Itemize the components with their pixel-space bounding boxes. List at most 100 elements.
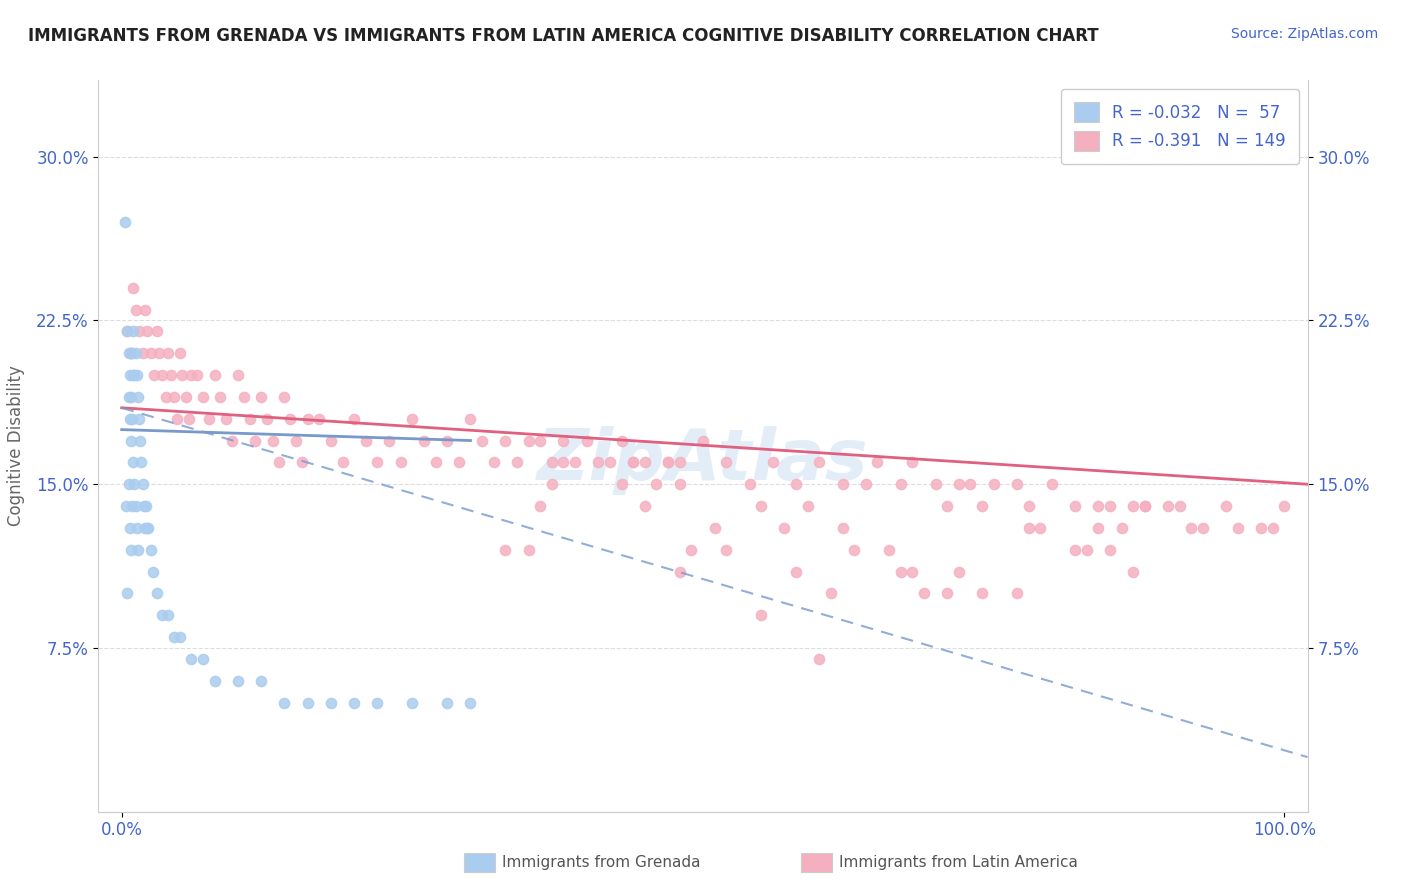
Point xyxy=(163,390,186,404)
Point xyxy=(297,696,319,710)
Point xyxy=(124,368,146,382)
Legend: R = -0.032   N =  57, R = -0.391   N = 149: R = -0.032 N = 57, R = -0.391 N = 149 xyxy=(1060,88,1299,164)
Point xyxy=(447,455,470,469)
Point xyxy=(139,346,162,360)
Point xyxy=(1192,521,1215,535)
Point xyxy=(120,346,142,360)
Point xyxy=(692,434,714,448)
Point xyxy=(297,411,319,425)
Point xyxy=(494,434,516,448)
Point xyxy=(738,477,761,491)
Point xyxy=(1226,521,1249,535)
Point xyxy=(621,455,644,469)
Point xyxy=(204,368,226,382)
Point xyxy=(124,346,146,360)
Point xyxy=(529,499,551,513)
Point xyxy=(117,324,139,338)
Point xyxy=(134,521,156,535)
Point xyxy=(1250,521,1272,535)
Point xyxy=(132,499,155,513)
Point xyxy=(1261,521,1284,535)
Text: Immigrants from Grenada: Immigrants from Grenada xyxy=(502,855,700,870)
Point xyxy=(482,455,505,469)
Point xyxy=(1122,565,1144,579)
Point xyxy=(970,586,993,600)
Point xyxy=(1018,521,1040,535)
Point xyxy=(118,368,141,382)
Point xyxy=(808,455,831,469)
Point xyxy=(553,434,575,448)
Point xyxy=(1272,499,1295,513)
Point xyxy=(588,455,610,469)
Point xyxy=(970,499,993,513)
Point xyxy=(831,477,853,491)
Point xyxy=(191,652,214,666)
Point xyxy=(278,411,301,425)
Point xyxy=(121,346,143,360)
Point xyxy=(179,411,201,425)
Point xyxy=(1018,499,1040,513)
Point xyxy=(128,324,150,338)
Point xyxy=(1087,499,1109,513)
Point xyxy=(948,477,970,491)
Point xyxy=(668,455,690,469)
Point xyxy=(114,215,136,229)
Point xyxy=(169,346,191,360)
Point xyxy=(148,346,170,360)
Point xyxy=(124,499,146,513)
Point xyxy=(169,630,191,644)
Point xyxy=(354,434,377,448)
Point xyxy=(174,390,197,404)
Point xyxy=(250,390,273,404)
Point xyxy=(291,455,314,469)
Point xyxy=(1098,499,1121,513)
Point xyxy=(844,542,866,557)
Point xyxy=(267,455,290,469)
Point xyxy=(163,630,186,644)
Point xyxy=(634,455,657,469)
Point xyxy=(273,696,295,710)
Point xyxy=(1005,477,1028,491)
Point xyxy=(186,368,208,382)
Point xyxy=(198,411,221,425)
Point xyxy=(319,434,342,448)
Point xyxy=(121,411,143,425)
Point xyxy=(122,281,145,295)
Text: ZipAtlas: ZipAtlas xyxy=(537,426,869,495)
Y-axis label: Cognitive Disability: Cognitive Disability xyxy=(7,366,25,526)
Point xyxy=(204,673,226,688)
Point xyxy=(131,455,153,469)
Point xyxy=(401,411,423,425)
Point xyxy=(366,696,388,710)
Point xyxy=(716,542,738,557)
Point xyxy=(1087,521,1109,535)
Point xyxy=(599,455,621,469)
Point xyxy=(645,477,668,491)
Point xyxy=(180,652,202,666)
Point xyxy=(159,368,181,382)
Point xyxy=(157,346,180,360)
Point xyxy=(808,652,831,666)
Point xyxy=(901,455,924,469)
Point xyxy=(215,411,238,425)
Point xyxy=(125,521,148,535)
Point xyxy=(118,521,141,535)
Point xyxy=(540,455,562,469)
Point xyxy=(131,477,153,491)
Point xyxy=(122,455,145,469)
Point xyxy=(517,542,540,557)
Point xyxy=(273,390,295,404)
Point xyxy=(120,390,142,404)
Point xyxy=(136,521,159,535)
Point xyxy=(150,368,173,382)
Point xyxy=(262,434,284,448)
Point xyxy=(135,499,157,513)
Point xyxy=(319,696,342,710)
Point xyxy=(575,434,598,448)
Point xyxy=(1168,499,1191,513)
Point xyxy=(634,499,657,513)
Point xyxy=(983,477,1005,491)
Point xyxy=(125,368,148,382)
Point xyxy=(343,696,366,710)
Point xyxy=(150,608,173,623)
